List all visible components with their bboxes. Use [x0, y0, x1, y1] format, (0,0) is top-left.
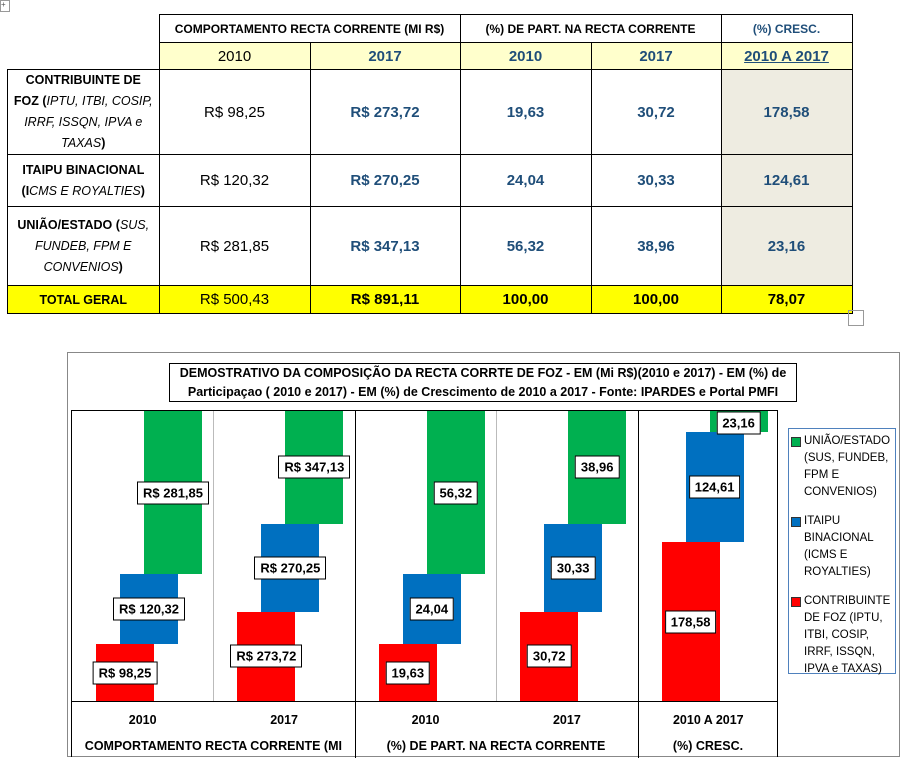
cell: 100,00	[459, 285, 592, 314]
group-label: COMPORTAMENTO RECTA CORRENTE (MI	[84, 739, 342, 753]
x-tick-label: 2017	[270, 713, 298, 727]
cell: 24,04	[459, 154, 592, 207]
x-axis	[72, 701, 777, 702]
table-row: UNIÃO/ESTADO (SUS, FUNDEB, FPM E CONVENI…	[7, 206, 853, 286]
total-label: TOTAL GERAL	[7, 285, 160, 314]
data-label: R$ 120,32	[113, 597, 185, 621]
cell: R$ 500,43	[158, 285, 311, 314]
x-tick-label: 2010 A 2017	[672, 713, 744, 727]
group-label: (%) DE PART. NA RECTA CORRENTE	[386, 739, 606, 753]
data-label: 19,63	[385, 661, 431, 685]
cell: 178,58	[720, 69, 853, 155]
gridline	[638, 411, 639, 758]
gridline	[496, 411, 497, 701]
data-label: R$ 347,13	[278, 455, 351, 479]
row-label: ITAIPU BINACIONAL (ICMS E ROYALTIES)	[7, 154, 160, 207]
legend-swatch	[791, 437, 801, 447]
data-label: 56,32	[433, 481, 479, 505]
cell: 124,61	[720, 154, 853, 207]
legend: UNIÃO/ESTADO (SUS, FUNDEB, FPM E CONVENI…	[788, 428, 896, 675]
cell: 19,63	[459, 69, 592, 155]
row-label: CONTRIBUINTE DE FOZ (IPTU, ITBI, COSIP, …	[7, 69, 160, 155]
year-header: 2010	[158, 42, 311, 70]
legend-item: CONTRIBUINTE DE FOZ (IPTU, ITBI, COSIP, …	[791, 593, 893, 678]
cell: R$ 120,32	[158, 154, 311, 207]
resize-handle[interactable]	[848, 310, 864, 326]
legend-item: UNIÃO/ESTADO (SUS, FUNDEB, FPM E CONVENI…	[791, 433, 893, 501]
legend-swatch	[791, 517, 801, 527]
gridline	[213, 411, 214, 701]
data-label: 178,58	[664, 610, 717, 634]
data-label: 23,16	[716, 411, 761, 435]
year-header: 2010	[459, 42, 592, 70]
data-label: 38,96	[574, 455, 620, 479]
year-header: 2017	[309, 42, 461, 70]
data-label: 24,04	[409, 597, 455, 621]
cell: 78,07	[720, 285, 853, 314]
data-label: 30,33	[550, 556, 596, 580]
anchor-icon[interactable]: +	[0, 0, 10, 12]
legend-label: UNIÃO/ESTADO (SUS, FUNDEB, FPM E CONVENI…	[804, 435, 891, 498]
cell: 23,16	[720, 206, 853, 286]
group-header: COMPORTAMENTO RECTA CORRENTE (MI R$)	[158, 14, 461, 43]
table-row: ITAIPU BINACIONAL (ICMS E ROYALTIES) R$ …	[7, 154, 853, 207]
legend-label: ITAIPU BINACIONAL (ICMS E ROYALTIES)	[804, 515, 874, 578]
data-table: COMPORTAMENTO RECTA CORRENTE (MI R$) (%)…	[7, 14, 853, 314]
cell: 30,33	[590, 154, 722, 207]
x-tick-label: 2010	[411, 713, 440, 727]
data-label: R$ 270,25	[254, 556, 327, 580]
data-label: R$ 98,25	[92, 661, 158, 685]
data-label: 30,72	[526, 644, 572, 668]
cell: 100,00	[590, 285, 722, 314]
x-tick-label: 2017	[552, 713, 581, 727]
data-label: R$ 281,85	[137, 481, 209, 505]
total-row: TOTAL GERAL R$ 500,43 R$ 891,11 100,00 1…	[7, 285, 853, 314]
cell: R$ 98,25	[158, 69, 311, 155]
cell: R$ 270,25	[309, 154, 461, 207]
cell: R$ 891,11	[309, 285, 461, 314]
table-row: CONTRIBUINTE DE FOZ (IPTU, ITBI, COSIP, …	[7, 69, 853, 155]
year-header: 2010 A 2017	[720, 42, 853, 70]
legend-label: CONTRIBUINTE DE FOZ (IPTU, ITBI, COSIP, …	[804, 595, 891, 675]
group-label: (%) CRESC.	[672, 739, 744, 753]
data-label: R$ 273,72	[230, 644, 303, 668]
cell: 38,96	[590, 206, 722, 286]
year-header: 2017	[590, 42, 722, 70]
gridline	[355, 411, 356, 758]
x-tick-label: 2010	[128, 713, 157, 727]
cell: R$ 273,72	[309, 69, 461, 155]
cell: R$ 347,13	[309, 206, 461, 286]
legend-swatch	[791, 597, 801, 607]
cell: 56,32	[459, 206, 592, 286]
chart-title: DEMOSTRATIVO DA COMPOSIÇÃO DA RECTA CORR…	[169, 363, 797, 402]
chart-area	[67, 352, 900, 757]
data-label: 124,61	[688, 475, 741, 499]
row-label: UNIÃO/ESTADO (SUS, FUNDEB, FPM E CONVENI…	[7, 206, 160, 286]
legend-item: ITAIPU BINACIONAL (ICMS E ROYALTIES)	[791, 513, 893, 581]
cell: 30,72	[590, 69, 722, 155]
group-header: (%) CRESC.	[720, 14, 853, 43]
group-header: (%) DE PART. NA RECTA CORRENTE	[459, 14, 722, 43]
plot-area: 2010 2017 2010 2017 2010 A 2017 R$ 98,25 R$ 12…	[71, 410, 778, 758]
cell: R$ 281,85	[158, 206, 311, 286]
